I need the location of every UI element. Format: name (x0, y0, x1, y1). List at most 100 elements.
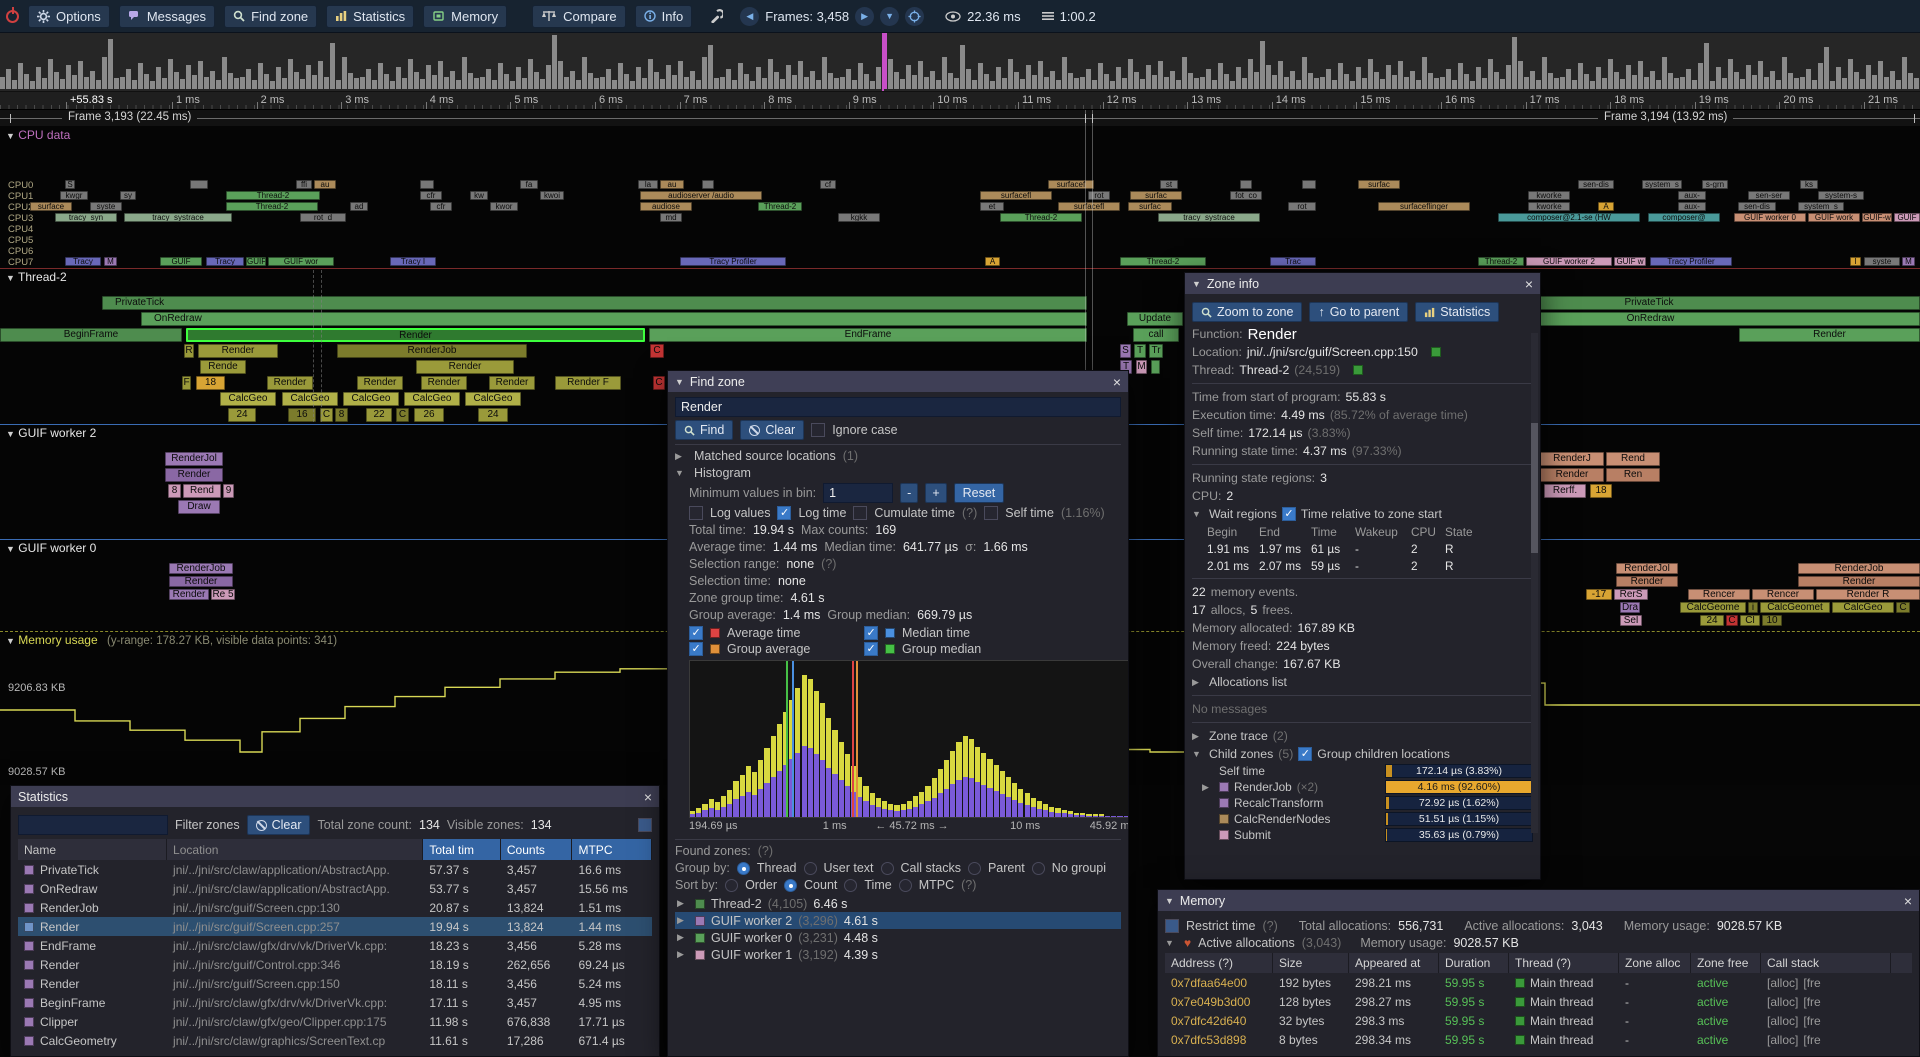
found-zone-group[interactable]: ▶ GUIF worker 0 (3,231) 4.48 s (675, 929, 1121, 946)
cpu-zone[interactable]: surfac (1128, 202, 1172, 211)
timeline-zone[interactable]: C (653, 376, 665, 390)
options-button[interactable]: Options (28, 4, 110, 28)
min-bin-minus-button[interactable]: - (900, 483, 919, 503)
cpu-zone[interactable]: au (314, 180, 336, 189)
close-icon[interactable]: × (643, 788, 652, 805)
wait-table-row[interactable]: 1.91 ms 1.97 ms 61 µs - 2 R (1204, 540, 1533, 557)
cpu-zone[interactable]: A (1598, 202, 1614, 211)
cpu-zone[interactable]: s-grn (1702, 180, 1728, 189)
info-button[interactable]: Info (634, 4, 693, 28)
expand-icon[interactable]: ▶ (677, 932, 684, 942)
timeline-zone[interactable]: Render (489, 376, 535, 390)
timeline-zone[interactable]: i (1748, 602, 1758, 613)
memory-titlebar[interactable]: ▼ Memory × (1158, 890, 1919, 911)
table-row[interactable]: Render jni/../jni/src/guif/Screen.cpp:150… (18, 974, 652, 993)
histogram-toggle[interactable]: ▼ Histogram (675, 466, 751, 480)
ignore-case-checkbox[interactable] (811, 423, 826, 437)
timeline-zone[interactable] (1151, 360, 1160, 374)
table-row[interactable]: RenderJob jni/../jni/src/guif/Screen.cpp:… (18, 898, 652, 917)
free-link[interactable]: [fre (1803, 1013, 1821, 1028)
allocation-row[interactable]: 0x7e049b3d00 128 bytes 298.27 ms 59.95 s Mai… (1165, 992, 1912, 1011)
col-location[interactable]: Location (167, 839, 424, 860)
find-zone-histogram[interactable] (689, 660, 1128, 818)
timeline-zone[interactable]: Rend (1606, 452, 1660, 466)
col-name[interactable]: Name (18, 839, 168, 860)
cpu-zone[interactable]: M (104, 257, 117, 266)
allocation-row[interactable]: 0x7dfc53d898 8 bytes 298.34 ms 59.95 s Main … (1165, 1030, 1912, 1049)
timeline-zone[interactable]: S (1120, 344, 1131, 358)
zone-thread[interactable]: Thread-2 (1239, 363, 1290, 377)
child-zone-row[interactable]: ▶ RenderJob (×2) 4.16 ms (92.60%) (1202, 779, 1533, 795)
close-icon[interactable]: × (1112, 373, 1121, 390)
zoom-to-zone-button[interactable]: Zoom to zone (1192, 302, 1303, 322)
legend-checkbox[interactable] (864, 642, 878, 656)
cpu-zone[interactable]: audioserver /audio (640, 191, 762, 200)
scrollbar-thumb[interactable] (1531, 423, 1538, 553)
cpu-zone[interactable]: ffi (296, 180, 312, 189)
cpu-zone[interactable]: system_s (1798, 202, 1844, 211)
timeline-zone[interactable]: Ren (1606, 468, 1660, 482)
cpu-zone[interactable]: audiose (640, 202, 692, 211)
cpu-zone[interactable]: Tracy I (390, 257, 436, 266)
self-time-checkbox[interactable] (984, 506, 999, 520)
search-input[interactable] (675, 397, 1121, 417)
cpu-zone[interactable]: kw (470, 191, 488, 200)
collapse-icon[interactable]: ▼ (6, 429, 15, 439)
cpu-zone[interactable]: Thread-2 (226, 202, 318, 211)
cpu-zone[interactable]: Thread-2 (758, 202, 802, 211)
cpu-zone[interactable]: system_s (1642, 180, 1682, 189)
cpu-zone[interactable]: et (980, 202, 1004, 211)
found-zone-group[interactable]: ▶ GUIF worker 2 (3,296) 4.61 s (675, 912, 1121, 929)
group-by-radio[interactable] (803, 861, 817, 875)
messages-button[interactable]: Messages (118, 4, 216, 28)
alloc-link[interactable]: [alloc] (1767, 975, 1799, 990)
timeline-zone[interactable]: CalcGeo (343, 392, 399, 406)
timeline-zone[interactable]: CalcGeo (282, 392, 338, 406)
timeline-zone[interactable]: C (396, 408, 409, 422)
timeline-zone[interactable]: RenderJol (165, 452, 223, 466)
found-zone-group[interactable]: ▶ Thread-2 (4,105) 6.46 s (675, 895, 1121, 912)
frame-timeline-strip[interactable] (0, 33, 1920, 92)
cpu-zone[interactable]: st (1160, 180, 1178, 189)
timeline-zone[interactable]: call (1133, 328, 1179, 342)
cpu-zone[interactable]: composer@ (1648, 213, 1720, 222)
find-button[interactable]: Find (675, 420, 734, 440)
active-allocations-toggle[interactable]: ▼ ♥ Active allocations (3,043) Memory usa… (1165, 936, 1519, 950)
min-bin-input[interactable] (823, 483, 894, 503)
timeline-zone[interactable]: CalcGeo (404, 392, 460, 406)
cpu-zone[interactable]: I (1850, 257, 1861, 266)
time-ruler[interactable]: +55.83 s 1 ms 2 ms 3 ms 4 ms 5 ms 6 ms 7 ms 8 ms… (0, 92, 1920, 110)
time-relative-checkbox[interactable] (1281, 507, 1296, 521)
timeline-zone[interactable]: Cl (1740, 615, 1760, 626)
timeline-zone[interactable]: Render (421, 376, 467, 390)
cpu-zone[interactable]: surfac (1358, 180, 1400, 189)
timeline-zone[interactable]: 18 (1590, 484, 1612, 498)
cpu-zone[interactable]: Thread-2 (1478, 257, 1524, 266)
zone-location[interactable]: jni/../jni/src/guif/Screen.cpp:150 (1246, 345, 1418, 359)
table-row[interactable]: Render jni/../jni/src/guif/Screen.cpp:257… (18, 917, 652, 936)
cpu-zone[interactable]: A (985, 257, 1000, 266)
memory-col[interactable]: Appeared at (1349, 953, 1439, 973)
cpu-zone[interactable] (702, 180, 714, 189)
cpu-zone[interactable]: rot_d (300, 213, 346, 222)
timeline-zone[interactable]: RenderJol (1616, 563, 1678, 574)
timeline-zone[interactable]: Render R (1816, 589, 1920, 600)
zone-statistics-button[interactable]: Statistics (1415, 302, 1500, 322)
matched-locations-toggle[interactable]: ▶ Matched source locations (1) (675, 449, 859, 463)
restrict-time-checkbox[interactable] (1165, 919, 1179, 933)
collapse-icon[interactable]: ▼ (1192, 278, 1201, 289)
group-by-radio[interactable] (880, 861, 894, 875)
reset-button[interactable]: Reset (953, 483, 1005, 503)
free-link[interactable]: [fre (1803, 1032, 1821, 1047)
cpu-zone[interactable]: GUIF (160, 257, 202, 266)
timeline-zone[interactable]: 24 (228, 408, 256, 422)
cpu-zone[interactable]: cfr (420, 191, 442, 200)
sort-by-radio[interactable] (898, 878, 912, 892)
timeline-zone[interactable]: RenderJob (337, 344, 527, 358)
free-link[interactable]: [fre (1803, 994, 1821, 1009)
cpu-zone[interactable]: tracy_syn (55, 213, 117, 222)
timeline-zone[interactable]: RerS (1614, 589, 1648, 600)
timeline-zone[interactable]: Rerff. (1544, 484, 1586, 498)
stats-clear-button[interactable]: Clear (246, 815, 311, 835)
cpu-zone[interactable]: rot (1288, 202, 1316, 211)
